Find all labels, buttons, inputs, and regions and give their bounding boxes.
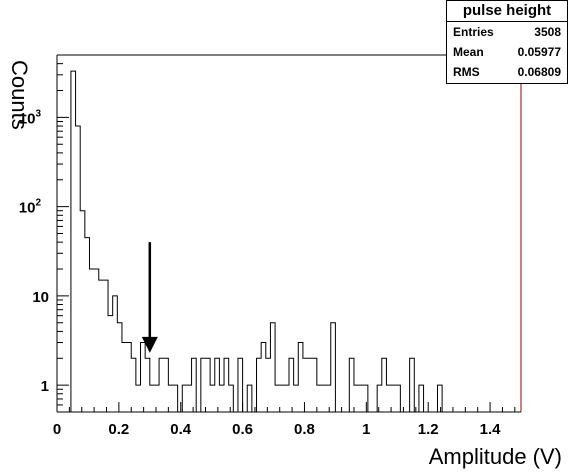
x-tick-label: 0.2 — [108, 421, 129, 438]
x-tick-label: 1 — [362, 421, 370, 438]
y-tick-label: 1 — [41, 378, 49, 395]
stats-mean-value: 0.05977 — [517, 45, 561, 59]
stats-rms-label: RMS — [453, 65, 480, 79]
x-axis-title: Amplitude (V) — [428, 444, 562, 469]
stats-row-entries: Entries 3508 — [447, 22, 567, 42]
stats-entries-label: Entries — [453, 25, 494, 39]
y-tick-label: 103 — [19, 108, 42, 127]
x-tick-label: 0.4 — [170, 421, 192, 438]
x-tick-label: 1.2 — [418, 421, 439, 438]
x-tick-label: 0.8 — [294, 421, 315, 438]
arrow-head — [141, 336, 158, 353]
x-tick-label: 0 — [53, 421, 61, 438]
x-tick-label: 0.6 — [232, 421, 253, 438]
stats-entries-value: 3508 — [534, 25, 561, 39]
histogram-line — [57, 70, 521, 413]
y-tick-label: 10 — [32, 289, 49, 306]
stats-mean-label: Mean — [453, 45, 484, 59]
x-tick-label: 1.4 — [480, 421, 502, 438]
stats-row-rms: RMS 0.06809 — [447, 62, 567, 82]
stats-box: pulse height Entries 3508 Mean 0.05977 R… — [446, 0, 568, 84]
stats-row-mean: Mean 0.05977 — [447, 42, 567, 62]
y-axis-title: Counts — [7, 60, 32, 130]
stats-rms-value: 0.06809 — [517, 65, 561, 79]
y-tick-label: 102 — [19, 198, 42, 217]
stats-title: pulse height — [447, 1, 567, 22]
